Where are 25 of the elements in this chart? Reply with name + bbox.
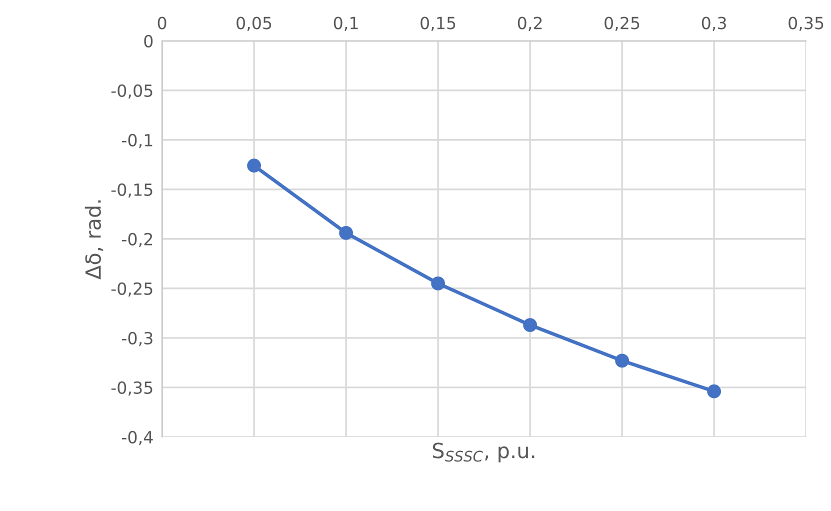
- x-tick-label: 0,25: [604, 16, 640, 32]
- x-tick-label: 0,05: [236, 16, 272, 32]
- y-tick-label: -0,2: [122, 232, 152, 248]
- point: [615, 354, 630, 368]
- x-tick-label: 0,3: [702, 16, 726, 32]
- y-tick-label: -0,4: [122, 430, 153, 446]
- y-tick-label: -0,35: [111, 381, 152, 396]
- y-tick-label: -0,1: [122, 134, 152, 148]
- point: [247, 158, 261, 173]
- x-tick-label: 0,1: [334, 16, 358, 32]
- x-tick-label: 0: [158, 16, 166, 30]
- y-axis-title: Δδ, rad.: [84, 200, 104, 280]
- y-tick-label: -0,25: [111, 282, 152, 297]
- y-tick-label: -0,15: [111, 183, 152, 198]
- x-tick-label: 0,35: [788, 16, 824, 32]
- y-tick-label: -0,05: [111, 84, 152, 99]
- x-tick-label: 0,2: [518, 16, 542, 32]
- x-tick-label: 0,15: [420, 16, 456, 32]
- point: [523, 318, 538, 332]
- y-tick-label: 0: [144, 34, 153, 48]
- x-axis-title: S$_{SSSC}$, p.u.: [432, 442, 534, 462]
- point: [431, 276, 445, 290]
- point: [707, 384, 722, 398]
- y-tick-label: -0,3: [122, 332, 152, 346]
- point: [339, 226, 353, 240]
